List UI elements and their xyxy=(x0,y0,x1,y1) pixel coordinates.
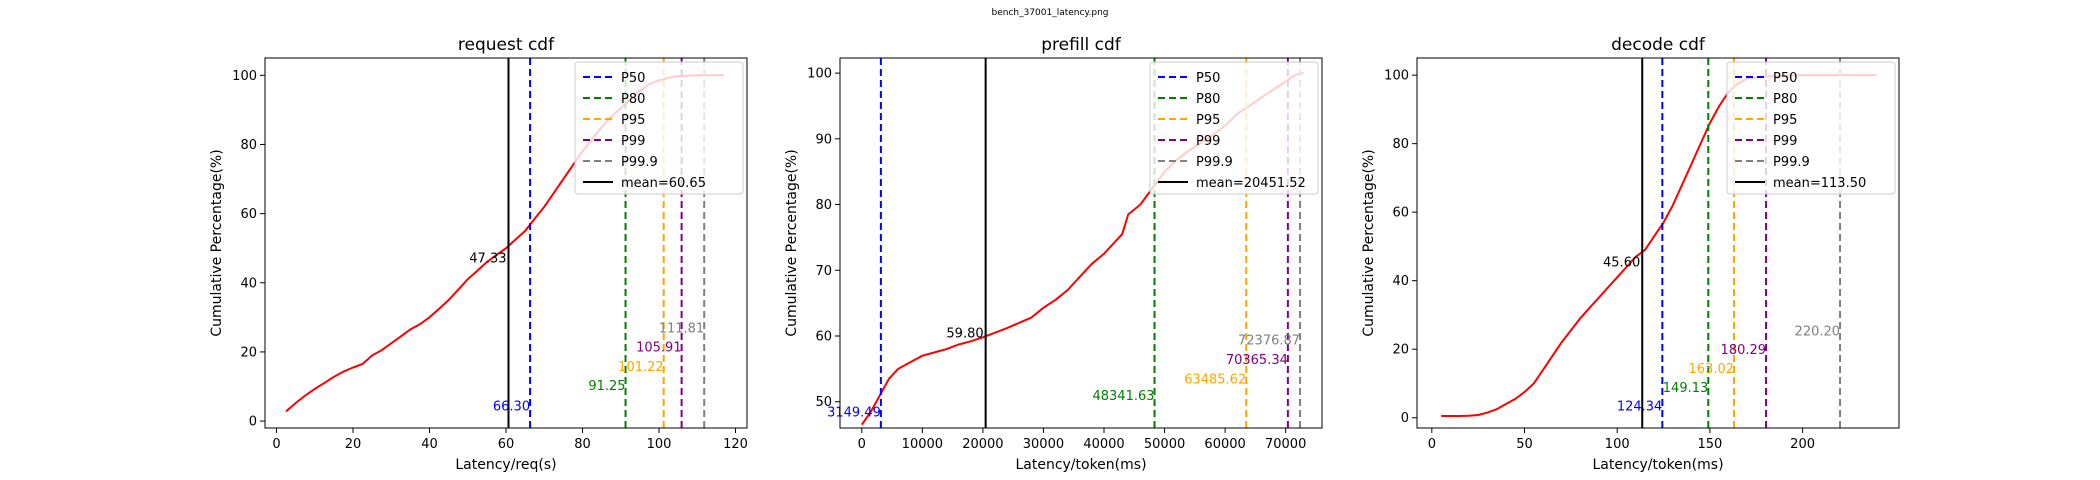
y-tick-label: 50 xyxy=(815,395,832,410)
y-tick-label: 40 xyxy=(1392,274,1409,289)
axes-frame xyxy=(264,57,748,429)
legend-entry-label: P95 xyxy=(621,113,645,128)
percentile-label-p80: 149.13 xyxy=(1663,381,1709,396)
x-tick-label: 40 xyxy=(421,437,438,452)
y-tick-label: 60 xyxy=(240,207,257,222)
legend-entry-label: P99 xyxy=(1196,134,1220,149)
chart-panel-1: request cdf 0 20 40 60 80 100 120 0 20 40 60 80 100 La… xyxy=(209,35,748,473)
legend: P50 P80 P95 P99 P99.9 mean=60.65 xyxy=(574,61,744,195)
y-tick-label: 80 xyxy=(1392,137,1409,152)
chart-panel-2: prefill cdf 0 10000 20000 30000 40000 50000 600… xyxy=(784,35,1323,473)
mean-annotation: 47.33 xyxy=(469,251,506,266)
x-tick-label: 40000 xyxy=(1083,437,1124,452)
chart-title: decode cdf xyxy=(1611,35,1706,55)
mean-annotation: 59.80 xyxy=(946,327,983,342)
y-tick-label: 60 xyxy=(815,329,832,344)
axes-frame xyxy=(1416,57,1900,429)
y-tick-label: 20 xyxy=(1392,343,1409,358)
y-tick-label: 100 xyxy=(232,69,257,84)
y-axis-label: Cumulative Percentage(%) xyxy=(784,149,800,336)
legend-entry-label: P95 xyxy=(1196,113,1220,128)
legend-entry-label: P99.9 xyxy=(621,155,658,170)
x-tick-label: 10000 xyxy=(902,437,943,452)
chart-title: request cdf xyxy=(458,35,555,55)
x-axis-label: Latency/req(s) xyxy=(455,457,556,473)
percentile-label-p99-9: 111.81 xyxy=(659,322,705,337)
axes-frame xyxy=(839,57,1323,429)
percentile-label-p99: 105.91 xyxy=(636,341,682,356)
y-tick-label: 20 xyxy=(240,345,257,360)
y-tick-label: 90 xyxy=(815,132,832,147)
legend: P50 P80 P95 P99 P99.9 mean=113.50 xyxy=(1726,61,1896,195)
x-tick-label: 150 xyxy=(1697,437,1722,452)
percentile-label-p50: 124.34 xyxy=(1617,400,1663,415)
legend-entry-label: P50 xyxy=(1196,71,1220,86)
percentile-label-p80: 91.25 xyxy=(588,379,625,394)
percentile-label-p50: 66.30 xyxy=(493,400,530,415)
x-tick-label: 30000 xyxy=(1023,437,1064,452)
legend-entry-label: P80 xyxy=(1773,92,1797,107)
legend-entry-label: mean=60.65 xyxy=(621,176,706,191)
legend-entry-label: P99.9 xyxy=(1196,155,1233,170)
chart-title: prefill cdf xyxy=(1041,35,1122,55)
y-axis-label: Cumulative Percentage(%) xyxy=(209,149,225,336)
x-tick-label: 70000 xyxy=(1265,437,1306,452)
x-tick-label: 100 xyxy=(647,437,672,452)
x-tick-label: 60000 xyxy=(1204,437,1245,452)
legend-entry-label: P99.9 xyxy=(1773,155,1810,170)
legend-entry-label: P80 xyxy=(621,92,645,107)
percentile-label-p99-9: 72376.87 xyxy=(1238,333,1300,348)
x-axis-label: Latency/token(ms) xyxy=(1015,457,1146,473)
x-tick-label: 50000 xyxy=(1144,437,1185,452)
percentile-label-p99: 180.29 xyxy=(1721,343,1767,358)
legend-entry-label: P50 xyxy=(621,71,645,86)
x-axis-label: Latency/token(ms) xyxy=(1592,457,1723,473)
x-tick-label: 120 xyxy=(723,437,748,452)
legend-box xyxy=(1149,61,1319,195)
percentile-label-p95: 63485.62 xyxy=(1184,373,1246,388)
percentile-label-p80: 48341.63 xyxy=(1092,389,1154,404)
y-tick-label: 100 xyxy=(1384,69,1409,84)
legend-entry-label: P50 xyxy=(1773,71,1797,86)
y-tick-label: 70 xyxy=(815,264,832,279)
x-tick-label: 80 xyxy=(574,437,591,452)
y-tick-label: 0 xyxy=(1401,411,1409,426)
legend-entry-label: P99 xyxy=(1773,134,1797,149)
x-tick-label: 200 xyxy=(1790,437,1815,452)
x-tick-label: 0 xyxy=(858,437,866,452)
percentile-label-p99: 70365.34 xyxy=(1226,353,1288,368)
x-tick-label: 50 xyxy=(1516,437,1533,452)
y-tick-label: 100 xyxy=(807,67,832,82)
mean-annotation: 45.60 xyxy=(1603,256,1640,271)
legend-entry-label: mean=20451.52 xyxy=(1196,176,1306,191)
x-tick-label: 0 xyxy=(272,437,280,452)
legend: P50 P80 P95 P99 P99.9 mean=20451.52 xyxy=(1149,61,1319,195)
x-tick-label: 60 xyxy=(498,437,515,452)
legend-box xyxy=(1726,61,1896,195)
x-tick-label: 20 xyxy=(345,437,362,452)
x-tick-label: 20000 xyxy=(962,437,1003,452)
legend-entry-label: P80 xyxy=(1196,92,1220,107)
y-tick-label: 80 xyxy=(815,198,832,213)
legend-entry-label: P95 xyxy=(1773,113,1797,128)
chart-panel-3: decode cdf 0 50 100 150 200 0 20 40 60 80 100 Latenc… xyxy=(1361,35,1900,473)
y-tick-label: 60 xyxy=(1392,206,1409,221)
y-tick-label: 40 xyxy=(240,276,257,291)
figure-title: bench_37001_latency.png xyxy=(991,8,1109,18)
legend-entry-label: P99 xyxy=(621,134,645,149)
percentile-label-p50: 3149.49 xyxy=(827,406,881,421)
percentile-label-p95: 101.22 xyxy=(618,360,664,375)
legend-box xyxy=(574,61,744,195)
legend-entry-label: mean=113.50 xyxy=(1773,176,1866,191)
y-axis-label: Cumulative Percentage(%) xyxy=(1361,149,1377,336)
y-tick-label: 0 xyxy=(249,415,257,430)
percentile-label-p95: 163.02 xyxy=(1689,362,1735,377)
x-tick-label: 100 xyxy=(1605,437,1630,452)
percentile-label-p99-9: 220.20 xyxy=(1795,324,1841,339)
x-tick-label: 0 xyxy=(1428,437,1436,452)
y-tick-label: 80 xyxy=(240,138,257,153)
